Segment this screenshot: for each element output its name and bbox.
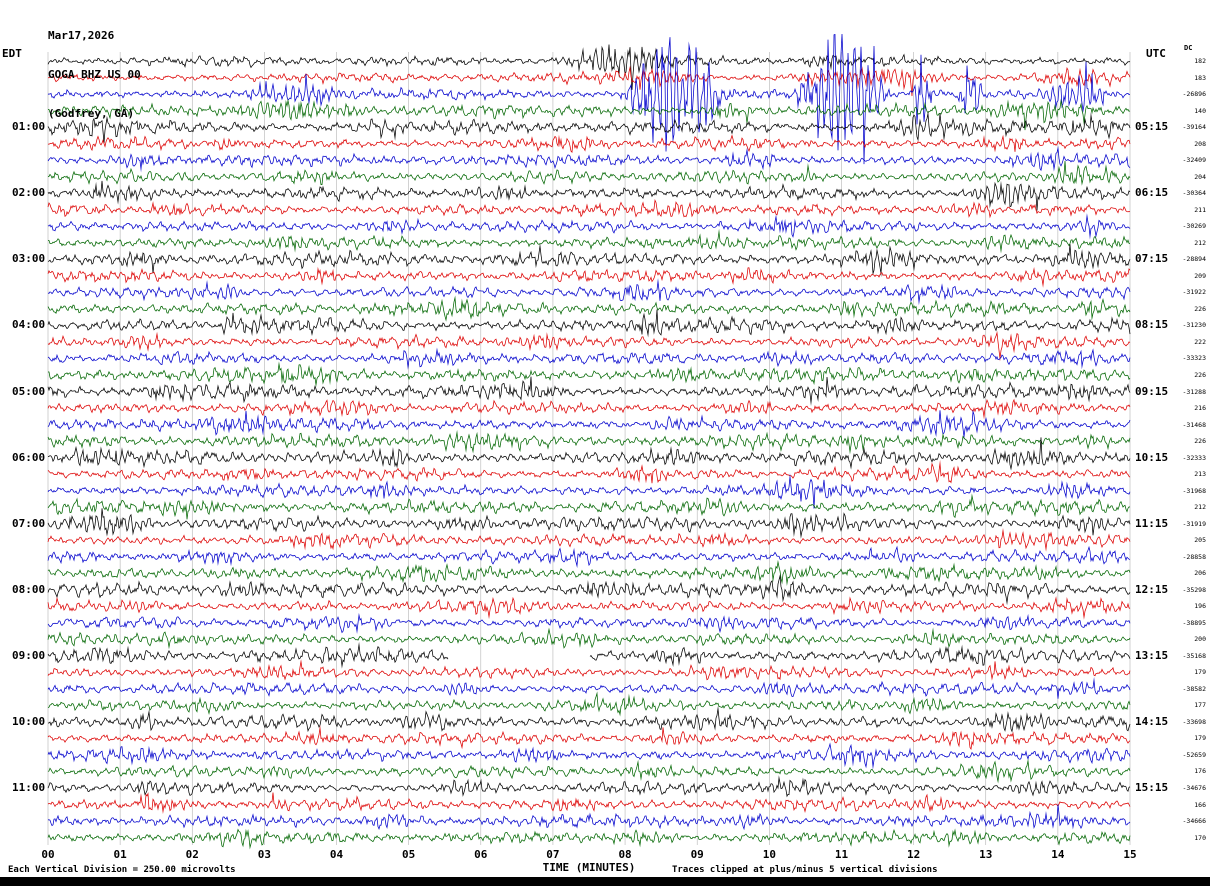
dc-offset-value: 206 (1194, 569, 1206, 578)
dc-offset-value: -35298 (1182, 585, 1206, 594)
dc-offset-value: -33323 (1182, 354, 1206, 363)
dc-offset-value: -32409 (1182, 156, 1206, 165)
dc-offset-value: 212 (1194, 503, 1206, 512)
dc-offset-value: 179 (1194, 734, 1206, 743)
dc-offset-value: 226 (1194, 437, 1206, 446)
x-tick-label: 11 (834, 848, 849, 861)
bottom-bar (0, 877, 1210, 886)
utc-time-label: 08:15 (1135, 318, 1169, 332)
edt-time-label: 04:00 (12, 318, 46, 332)
x-tick-label: 14 (1051, 848, 1065, 861)
utc-time-label: 05:15 (1135, 120, 1169, 134)
dc-offset-value: -38895 (1182, 618, 1206, 627)
header: Mar17,2026 GOGA BHZ US 00 (Godfrey, GA) (48, 3, 141, 146)
dc-offset-value: 212 (1194, 238, 1206, 247)
x-tick-label: 04 (329, 848, 344, 861)
edt-time-label: 03:00 (12, 252, 46, 266)
dc-offset-value: 176 (1194, 767, 1206, 776)
dc-offset-value: 216 (1194, 404, 1206, 413)
utc-time-label: 15:15 (1135, 781, 1169, 794)
x-tick-label: 10 (762, 848, 776, 861)
x-tick-label: 02 (185, 848, 199, 861)
clip-note: Traces clipped at plus/minus 5 vertical … (672, 865, 938, 875)
dc-offset-value: -30269 (1182, 222, 1206, 231)
dc-offset-value: 179 (1194, 668, 1206, 677)
dc-column-header: DC (1184, 44, 1193, 52)
edt-time-label: 02:00 (12, 186, 46, 200)
dc-offset-value: -33698 (1182, 717, 1206, 726)
dc-offset-value: -28894 (1182, 255, 1206, 264)
dc-offset-value: -34676 (1182, 784, 1206, 792)
dc-offset-value: -31230 (1182, 321, 1206, 330)
dc-offset-value: 182 (1194, 57, 1206, 66)
dc-offset-value: 170 (1194, 833, 1206, 842)
dc-offset-value: 209 (1194, 271, 1206, 280)
dc-offset-value: -31922 (1182, 288, 1206, 297)
dc-offset-value: -39164 (1182, 123, 1206, 132)
edt-time-label: 08:00 (12, 582, 46, 596)
header-station: GOGA BHZ US 00 (48, 68, 141, 81)
dc-offset-value: 200 (1194, 635, 1206, 644)
dc-offset-value: -52659 (1182, 750, 1206, 759)
edt-time-label: 01:00 (12, 120, 46, 134)
edt-time-label: 05:00 (12, 384, 46, 398)
dc-offset-value: 166 (1194, 800, 1206, 809)
dc-offset-value: 183 (1194, 73, 1206, 82)
dc-offset-value: -26896 (1182, 90, 1206, 99)
right-axis-label: UTC (1146, 47, 1166, 60)
dc-offset-value: 222 (1194, 337, 1206, 346)
x-tick-label: 15 (1123, 848, 1137, 861)
utc-time-label: 07:15 (1135, 252, 1169, 266)
x-tick-label: 13 (979, 848, 993, 861)
x-axis-title: TIME (MINUTES) (542, 861, 636, 874)
utc-time-label: 12:15 (1135, 582, 1169, 596)
dc-offset-value: 213 (1194, 470, 1206, 479)
utc-time-label: 10:15 (1135, 450, 1169, 464)
x-tick-label: 09 (690, 848, 704, 861)
edt-time-label: 07:00 (12, 516, 46, 530)
dc-offset-value: -32333 (1182, 453, 1206, 462)
edt-time-label: 06:00 (12, 450, 46, 464)
dc-offset-value: -31468 (1182, 420, 1206, 429)
utc-time-label: 14:15 (1135, 714, 1169, 728)
dc-offset-value: -38582 (1182, 684, 1206, 693)
dc-offset-value: 226 (1194, 304, 1206, 313)
x-tick-label: 03 (257, 848, 272, 861)
edt-time-label: 10:00 (12, 714, 46, 728)
dc-offset-value: -31919 (1182, 519, 1206, 528)
edt-time-label: 09:00 (12, 648, 46, 662)
x-tick-label: 12 (906, 848, 921, 861)
dc-offset-value: 177 (1194, 701, 1206, 710)
x-tick-label: 07 (546, 848, 560, 861)
dc-offset-value: -28858 (1182, 552, 1206, 561)
dc-offset-value: -31288 (1182, 387, 1206, 396)
utc-time-label: 06:15 (1135, 186, 1169, 200)
header-location: (Godfrey, GA) (48, 107, 135, 120)
scale-note: Each Vertical Division = 250.00 microvol… (8, 865, 236, 875)
utc-time-label: 13:15 (1135, 648, 1169, 662)
header-date: Mar17,2026 (48, 29, 115, 42)
dc-offset-value: 196 (1194, 602, 1206, 611)
utc-time-label: 11:15 (1135, 516, 1169, 530)
dc-offset-value: 204 (1194, 172, 1206, 181)
x-tick-label: 00 (41, 848, 55, 861)
x-tick-label: 06 (474, 848, 488, 861)
dc-offset-value: 208 (1194, 139, 1206, 148)
dc-offset-value: 205 (1194, 536, 1206, 545)
dc-offset-value: 226 (1194, 370, 1206, 379)
utc-time-label: 09:15 (1135, 384, 1169, 398)
left-axis-label: EDT (2, 47, 22, 60)
dc-offset-value: -34666 (1182, 817, 1206, 826)
dc-offset-value: 140 (1194, 106, 1206, 115)
dc-offset-value: 211 (1194, 205, 1206, 214)
edt-time-label: 11:00 (12, 781, 46, 794)
dc-offset-value: -31968 (1182, 486, 1206, 495)
x-tick-label: 05 (402, 848, 416, 861)
x-tick-label: 08 (618, 848, 632, 861)
dc-offset-value: -30364 (1182, 189, 1206, 198)
dc-offset-value: -35168 (1182, 651, 1206, 660)
x-tick-label: 01 (113, 848, 127, 861)
